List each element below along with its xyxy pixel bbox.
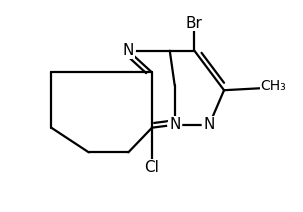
Text: N: N — [169, 117, 180, 132]
Circle shape — [168, 118, 181, 132]
Circle shape — [122, 44, 135, 58]
Text: N: N — [204, 117, 215, 132]
Text: CH₃: CH₃ — [261, 79, 286, 93]
Text: N: N — [123, 43, 134, 58]
Text: Br: Br — [186, 16, 203, 31]
Text: Cl: Cl — [145, 160, 159, 175]
Circle shape — [202, 118, 216, 132]
